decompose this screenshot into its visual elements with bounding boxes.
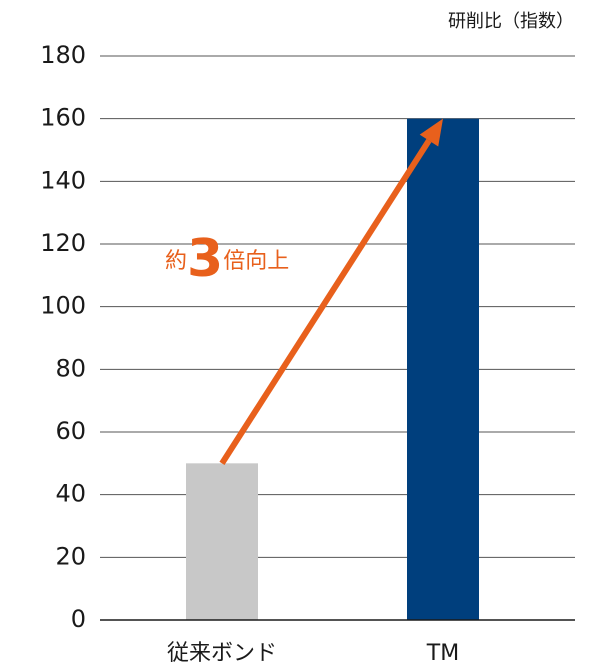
annotation-part: 倍向上: [223, 249, 289, 274]
bar: [186, 463, 258, 620]
y-tick-label: 0: [71, 605, 86, 633]
annotation: 約3倍向上: [165, 229, 289, 289]
y-tick-label: 80: [55, 354, 86, 382]
x-tick-label: 従来ボンド: [167, 641, 277, 666]
y-tick-label: 140: [40, 166, 86, 194]
x-tick-label: TM: [426, 641, 459, 666]
y-tick-label: 60: [55, 417, 86, 445]
y-tick-label: 180: [40, 41, 86, 69]
bar: [407, 118, 479, 621]
y-tick-label: 20: [55, 542, 86, 570]
y-tick-label: 120: [40, 229, 86, 257]
y-tick-label: 40: [55, 480, 86, 508]
annotation-part: 3: [187, 229, 223, 289]
arrow-shaft: [219, 138, 432, 465]
annotation-part: 約: [165, 249, 187, 274]
y-axis-label: 研削比（指数）: [448, 11, 574, 32]
arrow-head: [419, 118, 443, 147]
y-tick-label: 100: [40, 292, 86, 320]
y-tick-label: 160: [40, 104, 86, 132]
